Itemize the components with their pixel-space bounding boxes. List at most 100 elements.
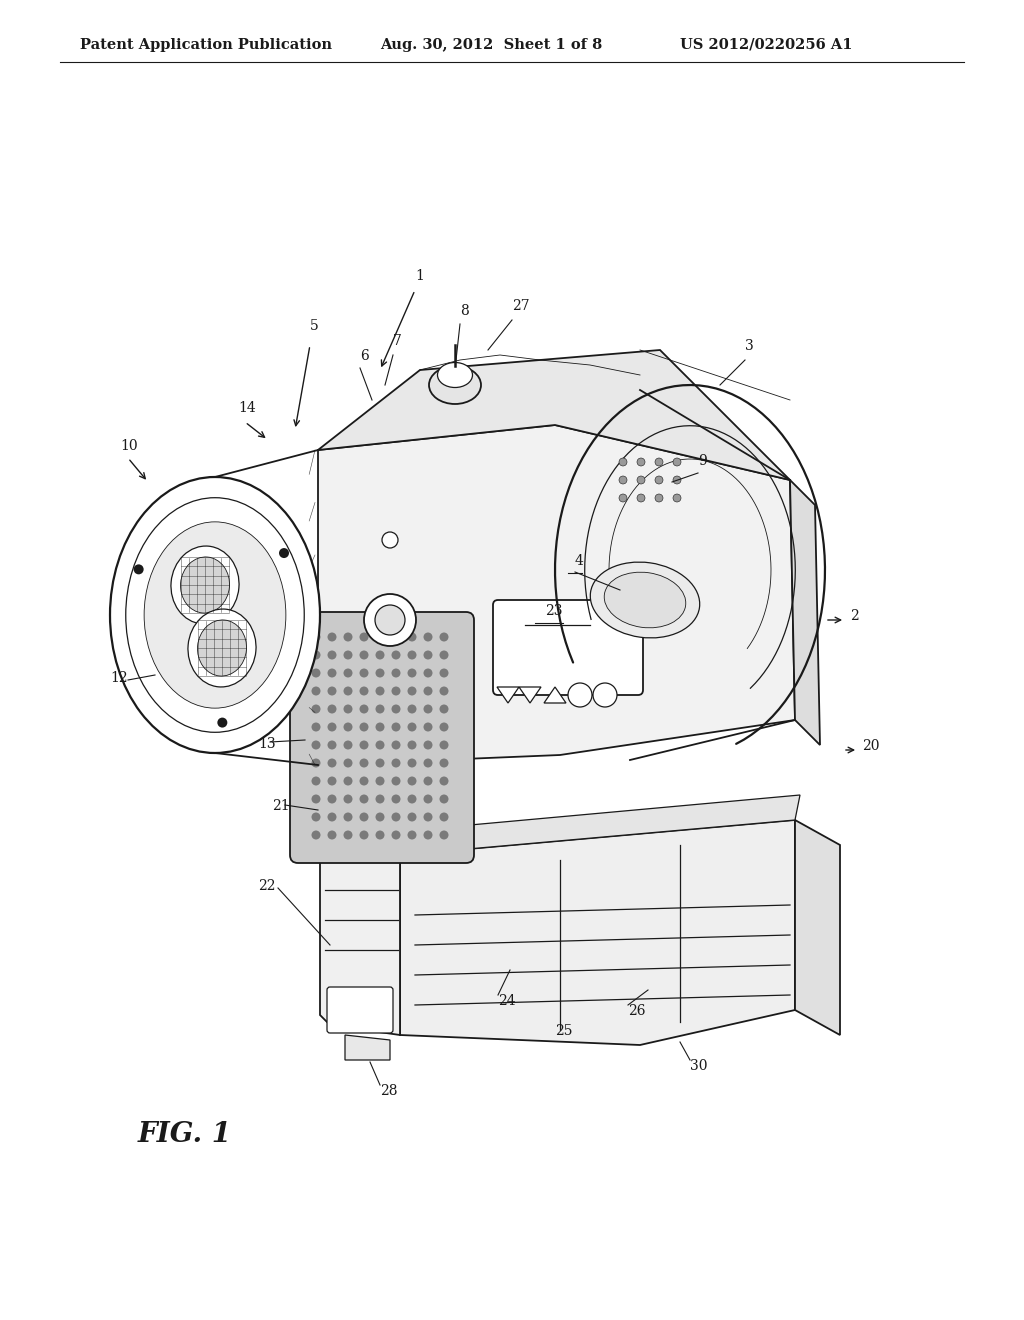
Circle shape — [375, 605, 406, 635]
Circle shape — [311, 722, 321, 731]
Circle shape — [391, 722, 400, 731]
Polygon shape — [319, 855, 400, 1035]
Ellipse shape — [604, 572, 686, 628]
Circle shape — [439, 830, 449, 840]
Circle shape — [328, 795, 337, 804]
Circle shape — [376, 813, 384, 821]
Circle shape — [343, 632, 352, 642]
Circle shape — [376, 632, 384, 642]
Circle shape — [382, 532, 398, 548]
Ellipse shape — [188, 609, 256, 686]
Circle shape — [328, 651, 337, 660]
Circle shape — [408, 776, 417, 785]
Circle shape — [359, 776, 369, 785]
Text: 28: 28 — [380, 1084, 397, 1098]
Text: 14: 14 — [238, 401, 256, 414]
Circle shape — [637, 477, 645, 484]
Circle shape — [424, 813, 432, 821]
Circle shape — [618, 494, 627, 502]
Circle shape — [408, 813, 417, 821]
Text: US 2012/0220256 A1: US 2012/0220256 A1 — [680, 38, 853, 51]
Circle shape — [279, 548, 289, 558]
Circle shape — [439, 722, 449, 731]
Circle shape — [439, 795, 449, 804]
Circle shape — [376, 722, 384, 731]
Circle shape — [376, 668, 384, 677]
Ellipse shape — [110, 477, 319, 752]
Circle shape — [376, 686, 384, 696]
Circle shape — [439, 668, 449, 677]
Ellipse shape — [180, 557, 229, 612]
Circle shape — [359, 722, 369, 731]
Circle shape — [673, 477, 681, 484]
Circle shape — [328, 776, 337, 785]
Circle shape — [311, 651, 321, 660]
Circle shape — [391, 776, 400, 785]
Circle shape — [376, 776, 384, 785]
Circle shape — [408, 830, 417, 840]
Circle shape — [343, 668, 352, 677]
Circle shape — [311, 830, 321, 840]
Circle shape — [618, 477, 627, 484]
Text: Patent Application Publication: Patent Application Publication — [80, 38, 332, 51]
Polygon shape — [345, 1035, 390, 1060]
Circle shape — [311, 741, 321, 750]
Polygon shape — [400, 820, 795, 1045]
FancyBboxPatch shape — [290, 612, 474, 863]
Circle shape — [424, 632, 432, 642]
Circle shape — [391, 759, 400, 767]
Text: 1: 1 — [415, 269, 424, 282]
Polygon shape — [318, 350, 790, 480]
Circle shape — [391, 741, 400, 750]
Text: 22: 22 — [258, 879, 275, 894]
Circle shape — [568, 682, 592, 708]
Ellipse shape — [437, 363, 472, 388]
Circle shape — [391, 651, 400, 660]
Circle shape — [217, 718, 227, 727]
Circle shape — [408, 705, 417, 714]
Circle shape — [424, 686, 432, 696]
Circle shape — [424, 668, 432, 677]
Circle shape — [439, 651, 449, 660]
Circle shape — [391, 632, 400, 642]
Circle shape — [343, 776, 352, 785]
Circle shape — [343, 759, 352, 767]
Circle shape — [424, 759, 432, 767]
Text: 27: 27 — [512, 300, 529, 313]
Circle shape — [343, 651, 352, 660]
Circle shape — [439, 705, 449, 714]
Circle shape — [637, 494, 645, 502]
Circle shape — [439, 741, 449, 750]
Text: 5: 5 — [310, 319, 318, 333]
Circle shape — [376, 651, 384, 660]
Circle shape — [328, 705, 337, 714]
Circle shape — [424, 741, 432, 750]
Text: 25: 25 — [555, 1024, 572, 1038]
Circle shape — [311, 813, 321, 821]
Text: 13: 13 — [258, 737, 275, 751]
Circle shape — [311, 632, 321, 642]
Circle shape — [311, 705, 321, 714]
Text: 20: 20 — [862, 739, 880, 752]
Ellipse shape — [429, 366, 481, 404]
Circle shape — [593, 682, 617, 708]
Circle shape — [311, 776, 321, 785]
Circle shape — [359, 813, 369, 821]
Circle shape — [311, 686, 321, 696]
Text: 23: 23 — [545, 605, 562, 618]
Circle shape — [439, 759, 449, 767]
Polygon shape — [497, 686, 519, 704]
Circle shape — [328, 759, 337, 767]
Circle shape — [408, 722, 417, 731]
Circle shape — [359, 741, 369, 750]
Circle shape — [408, 668, 417, 677]
Circle shape — [343, 830, 352, 840]
Circle shape — [408, 651, 417, 660]
Circle shape — [655, 494, 663, 502]
Circle shape — [328, 668, 337, 677]
Circle shape — [618, 458, 627, 466]
Polygon shape — [318, 425, 795, 766]
Circle shape — [328, 830, 337, 840]
Ellipse shape — [126, 498, 304, 733]
Circle shape — [424, 651, 432, 660]
